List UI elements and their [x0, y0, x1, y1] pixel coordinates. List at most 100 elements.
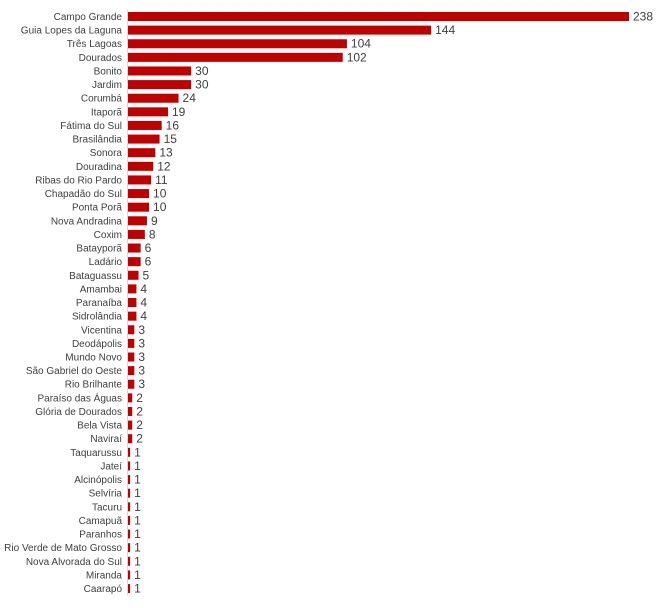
- bar: [128, 543, 131, 553]
- data-label: 3: [138, 323, 145, 337]
- data-labels: 2381441041023030241916151312111010986654…: [134, 10, 653, 596]
- data-label: 2: [136, 391, 143, 405]
- bar: [128, 406, 133, 416]
- data-label: 102: [347, 50, 367, 64]
- category-label: Guia Lopes da Laguna: [21, 26, 123, 37]
- data-label: 1: [134, 541, 141, 555]
- category-label: Campo Grande: [54, 12, 123, 23]
- bar: [128, 584, 131, 594]
- category-label: Ladário: [89, 257, 123, 268]
- data-label: 1: [134, 554, 141, 568]
- category-label: Taquarussu: [70, 448, 122, 459]
- data-label: 10: [153, 187, 167, 201]
- category-label: Paraíso das Águas: [38, 391, 123, 404]
- bar: [128, 393, 133, 403]
- category-label: Jateí: [100, 461, 122, 472]
- bars: [128, 12, 629, 594]
- category-label: Sidrolândia: [72, 312, 122, 323]
- category-label: Miranda: [86, 570, 123, 581]
- bar: [128, 434, 133, 444]
- bar: [128, 447, 131, 457]
- category-label: Paranaíba: [76, 298, 123, 309]
- category-label: Brasilândia: [73, 135, 123, 146]
- category-label: Vicentina: [81, 325, 122, 336]
- data-label: 3: [138, 377, 145, 391]
- bar: [128, 39, 347, 49]
- bar: [128, 80, 192, 90]
- bar: [128, 107, 168, 117]
- data-label: 4: [140, 296, 147, 310]
- category-label: Ribas do Rio Pardo: [35, 175, 122, 186]
- category-label: Glória de Dourados: [35, 407, 122, 418]
- data-label: 1: [134, 445, 141, 459]
- data-label: 6: [145, 241, 152, 255]
- category-label: Jardim: [92, 80, 122, 91]
- data-label: 144: [435, 23, 455, 37]
- data-label: 3: [138, 336, 145, 350]
- data-label: 6: [145, 255, 152, 269]
- category-label: Chapadão do Sul: [45, 189, 122, 200]
- data-label: 8: [149, 227, 156, 241]
- bar: [128, 189, 150, 199]
- category-label: Naviraí: [90, 434, 122, 445]
- bar: [128, 488, 131, 498]
- data-label: 5: [143, 268, 150, 282]
- bar: [128, 66, 192, 76]
- data-label: 1: [134, 513, 141, 527]
- category-label: Ponta Porã: [72, 203, 122, 214]
- bar: [128, 420, 133, 430]
- data-label: 12: [157, 159, 171, 173]
- bar: [128, 529, 131, 539]
- data-label: 104: [351, 37, 371, 51]
- bar: [128, 325, 135, 335]
- category-label: São Gabriel do Oeste: [26, 366, 123, 377]
- bar: [128, 243, 141, 253]
- category-label: Bonito: [94, 66, 123, 77]
- data-label: 1: [134, 568, 141, 582]
- bar: [128, 161, 154, 171]
- category-label: Sonora: [90, 148, 123, 159]
- bar: [128, 298, 137, 308]
- category-label: Bataguassu: [69, 271, 122, 282]
- bar: [128, 379, 135, 389]
- bar: [128, 502, 131, 512]
- data-label: 30: [195, 64, 209, 78]
- bar: [128, 570, 131, 580]
- data-label: 30: [195, 78, 209, 92]
- category-label: Rio Verde de Mato Grosso: [4, 543, 122, 554]
- category-label: Camapuã: [79, 516, 123, 527]
- data-label: 10: [153, 200, 167, 214]
- data-label: 2: [136, 432, 143, 446]
- category-label: Tacuru: [92, 502, 122, 513]
- data-label: 3: [138, 350, 145, 364]
- data-label: 9: [151, 214, 158, 228]
- category-label: Alcinópolis: [74, 475, 122, 486]
- bar: [128, 25, 432, 35]
- category-label: Bela Vista: [77, 421, 122, 432]
- category-label: Douradina: [76, 162, 123, 173]
- data-label: 24: [183, 91, 197, 105]
- category-label: Corumbá: [81, 94, 123, 105]
- category-label: Nova Alvorada do Sul: [26, 557, 122, 568]
- category-label: Caarapó: [84, 584, 123, 595]
- category-label: Deodápolis: [72, 339, 122, 350]
- bar: [128, 229, 145, 239]
- bar: [128, 202, 150, 212]
- bar: [128, 270, 139, 280]
- bar: [128, 556, 131, 566]
- data-label: 11: [155, 173, 168, 187]
- bar: [128, 284, 137, 294]
- data-label: 1: [134, 486, 141, 500]
- category-label: Itaporã: [91, 107, 123, 118]
- category-label: Fátima do Sul: [60, 121, 122, 132]
- bar: [128, 338, 135, 348]
- category-label: Nova Andradina: [51, 216, 123, 227]
- data-label: 1: [134, 473, 141, 487]
- bar: [128, 93, 179, 103]
- bar: [128, 120, 162, 130]
- bar: [128, 352, 135, 362]
- bar: [128, 461, 131, 471]
- category-label: Coxim: [94, 230, 122, 241]
- bar: [128, 515, 131, 525]
